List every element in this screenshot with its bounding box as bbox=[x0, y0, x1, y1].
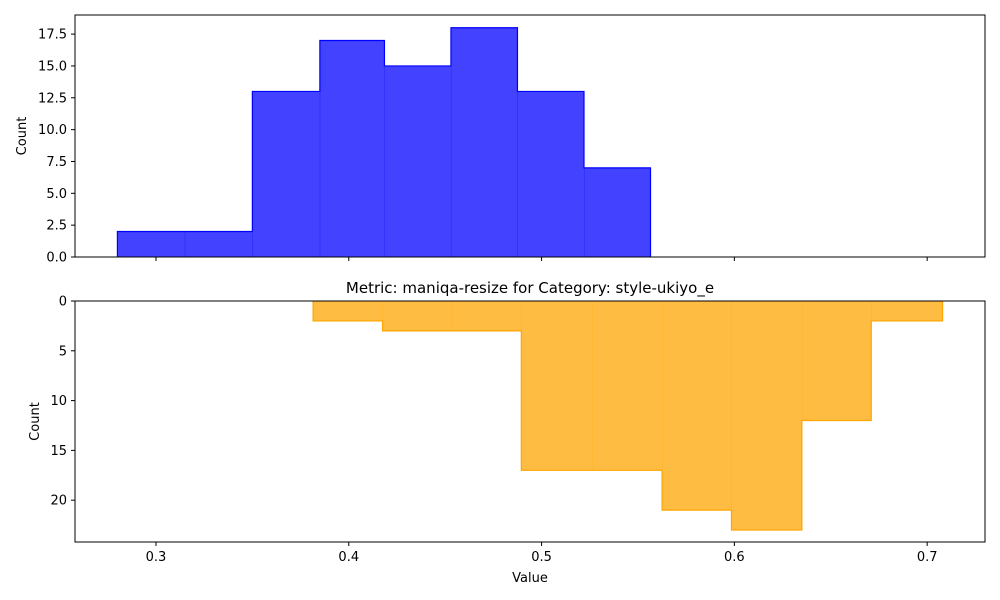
y-tick-label: 5 bbox=[59, 344, 67, 359]
y-tick-label: 17.5 bbox=[38, 28, 67, 43]
histogram-bin bbox=[731, 301, 803, 531]
y-tick-label: 15.0 bbox=[38, 59, 67, 74]
x-axis-label: Value bbox=[512, 571, 548, 586]
bottom-histogram-panel: 0 5 10 15 20 0.3 0.4 0.5 0.6 0.7 Count Value Metric:… bbox=[28, 279, 986, 586]
histogram-bin bbox=[662, 301, 732, 511]
histogram-bin bbox=[252, 91, 321, 257]
x-tick-label: 0.7 bbox=[917, 550, 938, 565]
x-tick-label: 0.4 bbox=[338, 550, 359, 565]
y-tick-label: 10 bbox=[50, 394, 67, 409]
histogram-bin bbox=[117, 231, 186, 257]
histogram-bin bbox=[517, 91, 585, 257]
histogram-bin bbox=[382, 301, 453, 331]
histogram-bin bbox=[592, 301, 663, 471]
y-tick-label: 20 bbox=[50, 494, 67, 509]
top-histogram-panel: 0.0 2.5 5.0 7.5 10.0 12.5 15.0 17.5 Count bbox=[15, 14, 986, 266]
histogram-outline bbox=[116, 27, 652, 257]
histogram-bars bbox=[313, 301, 943, 531]
y-tick-label: 0 bbox=[59, 295, 67, 310]
y-axis-label: Count bbox=[15, 117, 30, 156]
axes-frame bbox=[74, 300, 986, 543]
x-tick-label: 0.5 bbox=[531, 550, 552, 565]
y-axis-label: Count bbox=[28, 402, 43, 441]
y-tick-label: 5.0 bbox=[46, 187, 67, 202]
histogram-bin bbox=[451, 301, 522, 331]
y-tick-label: 12.5 bbox=[38, 91, 67, 106]
y-tick-label: 7.5 bbox=[46, 155, 67, 170]
x-tick-label: 0.3 bbox=[146, 550, 167, 565]
x-tick-label: 0.6 bbox=[724, 550, 745, 565]
axes-frame bbox=[74, 14, 986, 258]
y-tick-label: 2.5 bbox=[46, 219, 67, 234]
histogram-bin bbox=[184, 231, 253, 257]
histogram-bin bbox=[521, 301, 593, 471]
y-tick-label: 15 bbox=[50, 444, 67, 459]
histogram-bin bbox=[384, 65, 452, 258]
histogram-bin bbox=[801, 301, 872, 421]
histogram-bin bbox=[319, 40, 385, 258]
histogram-bin bbox=[450, 27, 518, 257]
histogram-bin bbox=[583, 167, 651, 257]
chart-title: Metric: maniqa-resize for Category: styl… bbox=[346, 279, 714, 298]
histogram-bars bbox=[117, 27, 651, 258]
y-tick-label: 0.0 bbox=[46, 251, 67, 266]
y-tick-label: 10.0 bbox=[38, 123, 67, 138]
histogram-outline bbox=[312, 301, 944, 531]
histogram-bin bbox=[871, 301, 943, 321]
histogram-bin bbox=[313, 301, 383, 321]
